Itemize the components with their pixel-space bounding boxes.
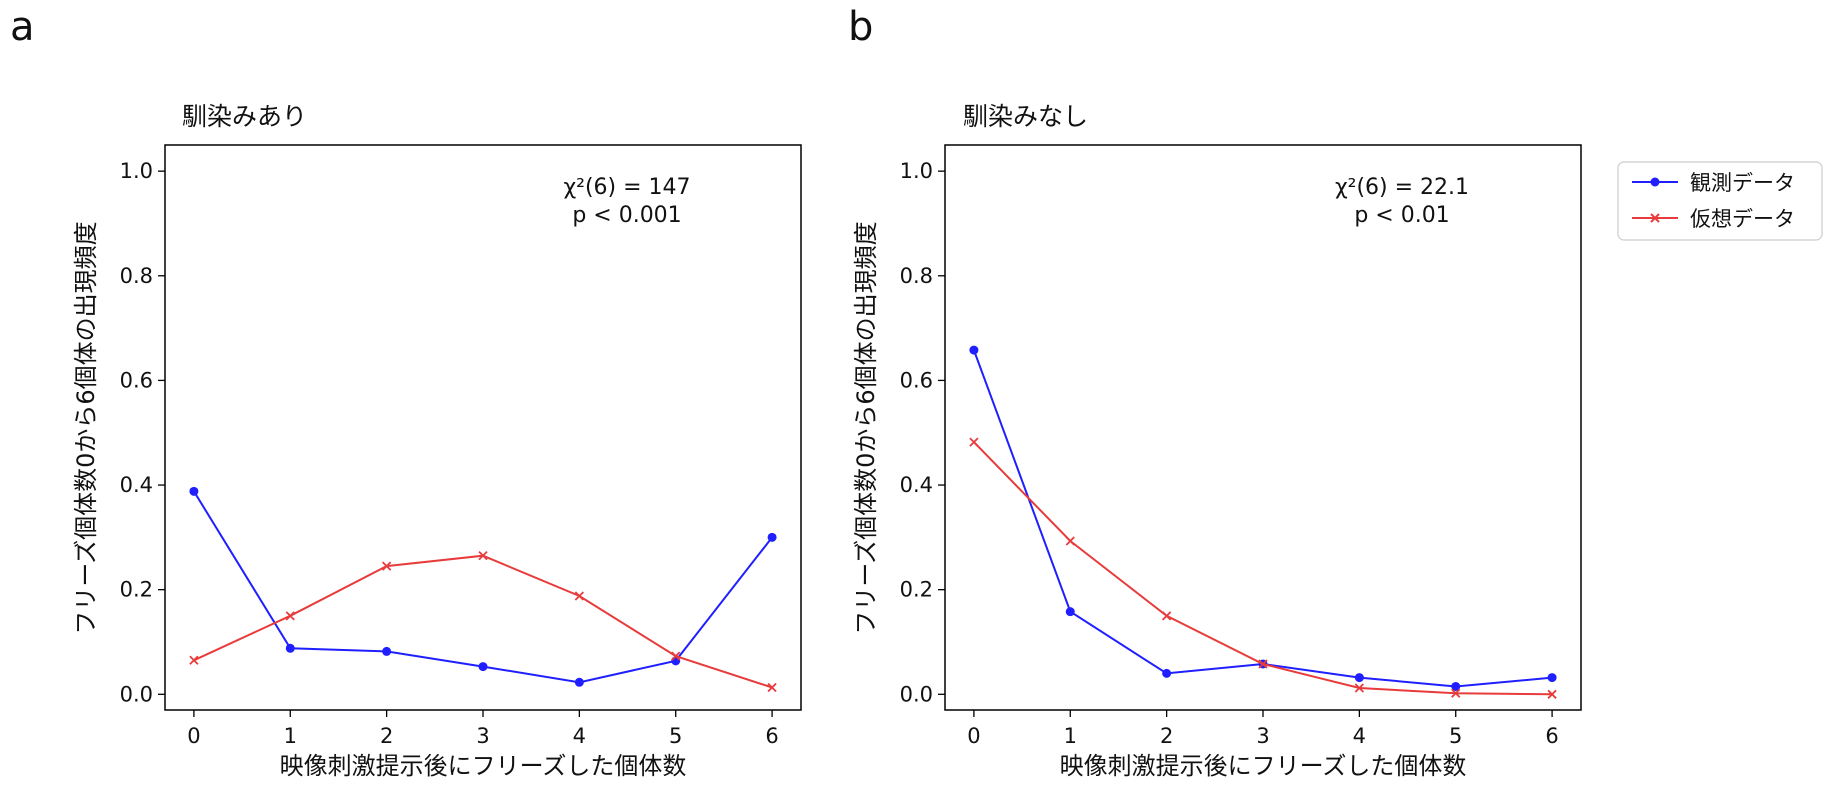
panel-a-xtick-label: 2 — [380, 724, 393, 748]
panel-a-hypothetical-point — [671, 651, 681, 661]
panel-b-xtick-label: 0 — [967, 724, 980, 748]
panel-a-observed-point — [382, 646, 392, 656]
panel-a-xtick-label: 0 — [187, 724, 200, 748]
panel-b-xtick-label: 1 — [1064, 724, 1077, 748]
legend-hypothetical-label: 仮想データ — [1690, 207, 1795, 231]
panel-a-xtick-label: 6 — [765, 724, 778, 748]
panel-b-observed-point — [1547, 673, 1557, 683]
panel-a: a 馴染みあり 0 1 2 3 4 5 6 0.0 0.2 0.4 0.6 0.8 1.0 χ²(6) … — [10, 4, 802, 780]
panel-b-ylabel: フリーズ個体数0から6個体の出現頻度 — [852, 221, 880, 634]
legend: 観測データ 仮想データ — [1617, 161, 1823, 241]
panel-a-ytick-label: 0.4 — [120, 473, 153, 497]
panel-b-observed-point — [1354, 673, 1364, 683]
panel-a-hypothetical-point — [574, 591, 585, 601]
panel-a-hypothetical-point — [478, 551, 488, 561]
panel-a-observed-point — [574, 677, 584, 687]
panel-a-ytick-label: 0.2 — [120, 578, 153, 602]
panel-b-stat-line2: p < 0.01 — [1354, 203, 1449, 228]
panel-a-xlabel: 映像刺激提示後にフリーズした個体数 — [280, 752, 687, 780]
panel-b-hypothetical-point — [1065, 536, 1075, 546]
panel-b-hypothetical-point — [1162, 611, 1172, 621]
panel-a-xtick-label: 4 — [573, 724, 586, 748]
panel-a-observed-point — [767, 532, 777, 542]
panel-b-hypothetical-point — [1547, 689, 1557, 699]
panel-b-title: 馴染みなし — [963, 102, 1088, 131]
panel-b-axes: 0 1 2 3 4 5 6 0.0 0.2 0.4 0.6 0.8 1.0 — [900, 159, 1559, 748]
panel-a-label: a — [10, 4, 35, 50]
panel-b-observed-point — [969, 345, 979, 355]
panel-b-xlabel: 映像刺激提示後にフリーズした個体数 — [1060, 752, 1467, 780]
panel-b-xtick-label: 4 — [1353, 724, 1366, 748]
panel-b-ytick-label: 0.4 — [900, 473, 933, 497]
panel-b-xtick-label: 3 — [1256, 724, 1269, 748]
panel-b-hypothetical-point — [969, 437, 979, 447]
panel-b-hypothetical-point — [1354, 683, 1364, 693]
panel-a-ytick-label: 0.0 — [120, 682, 153, 706]
panel-a-xtick-label: 5 — [669, 724, 682, 748]
panel-b-ytick-label: 0.8 — [900, 264, 933, 288]
legend-observed-label: 観測データ — [1690, 171, 1795, 195]
panel-b-ytick-label: 0.6 — [900, 368, 933, 392]
panel-a-xtick-label: 1 — [284, 724, 297, 748]
panel-a-axes: 0 1 2 3 4 5 6 0.0 0.2 0.4 0.6 0.8 1.0 — [120, 159, 779, 748]
panel-b-ytick-label: 1.0 — [900, 159, 933, 183]
panel-a-observed-point — [285, 643, 295, 653]
panel-a-observed-point — [189, 486, 199, 496]
panel-a-stat-line2: p < 0.001 — [572, 203, 681, 228]
panel-b: b 馴染みなし 0 1 2 3 4 5 6 0.0 0.2 0.4 0.6 0.8 1.0 χ²(6) … — [848, 4, 1582, 780]
panel-b-label: b — [848, 4, 873, 50]
panel-a-hypothetical-point — [285, 611, 295, 621]
panel-b-ytick-label: 0.2 — [900, 578, 933, 602]
panel-a-observed-point — [478, 662, 488, 672]
panel-a-stat-line1: χ²(6) = 147 — [563, 175, 690, 200]
panel-b-hypothetical-point — [1451, 688, 1461, 698]
panel-b-hypothetical-point — [1258, 659, 1268, 669]
panel-a-hypothetical-point — [381, 561, 392, 571]
panel-a-hypothetical-point — [767, 682, 777, 693]
panel-b-ytick-label: 0.0 — [900, 682, 933, 706]
panel-b-stat-line1: χ²(6) = 22.1 — [1335, 175, 1469, 200]
panel-a-ytick-label: 0.6 — [120, 368, 153, 392]
panel-b-observed-point — [1162, 668, 1172, 678]
panel-a-ytick-label: 1.0 — [120, 159, 153, 183]
panel-a-ytick-label: 0.8 — [120, 264, 153, 288]
legend-observed-marker — [1650, 177, 1660, 187]
panel-b-xtick-label: 5 — [1449, 724, 1462, 748]
panel-a-title: 馴染みあり — [182, 102, 307, 131]
panel-b-xtick-label: 2 — [1160, 724, 1173, 748]
panel-a-hypothetical-point — [189, 655, 199, 665]
legend-hypothetical-marker — [1650, 213, 1660, 223]
panel-a-xtick-label: 3 — [476, 724, 489, 748]
panel-b-observed-point — [1451, 681, 1461, 691]
panel-b-observed-point — [1065, 607, 1075, 617]
panel-a-ylabel: フリーズ個体数0から6個体の出現頻度 — [72, 221, 100, 634]
panel-b-xtick-label: 6 — [1545, 724, 1558, 748]
